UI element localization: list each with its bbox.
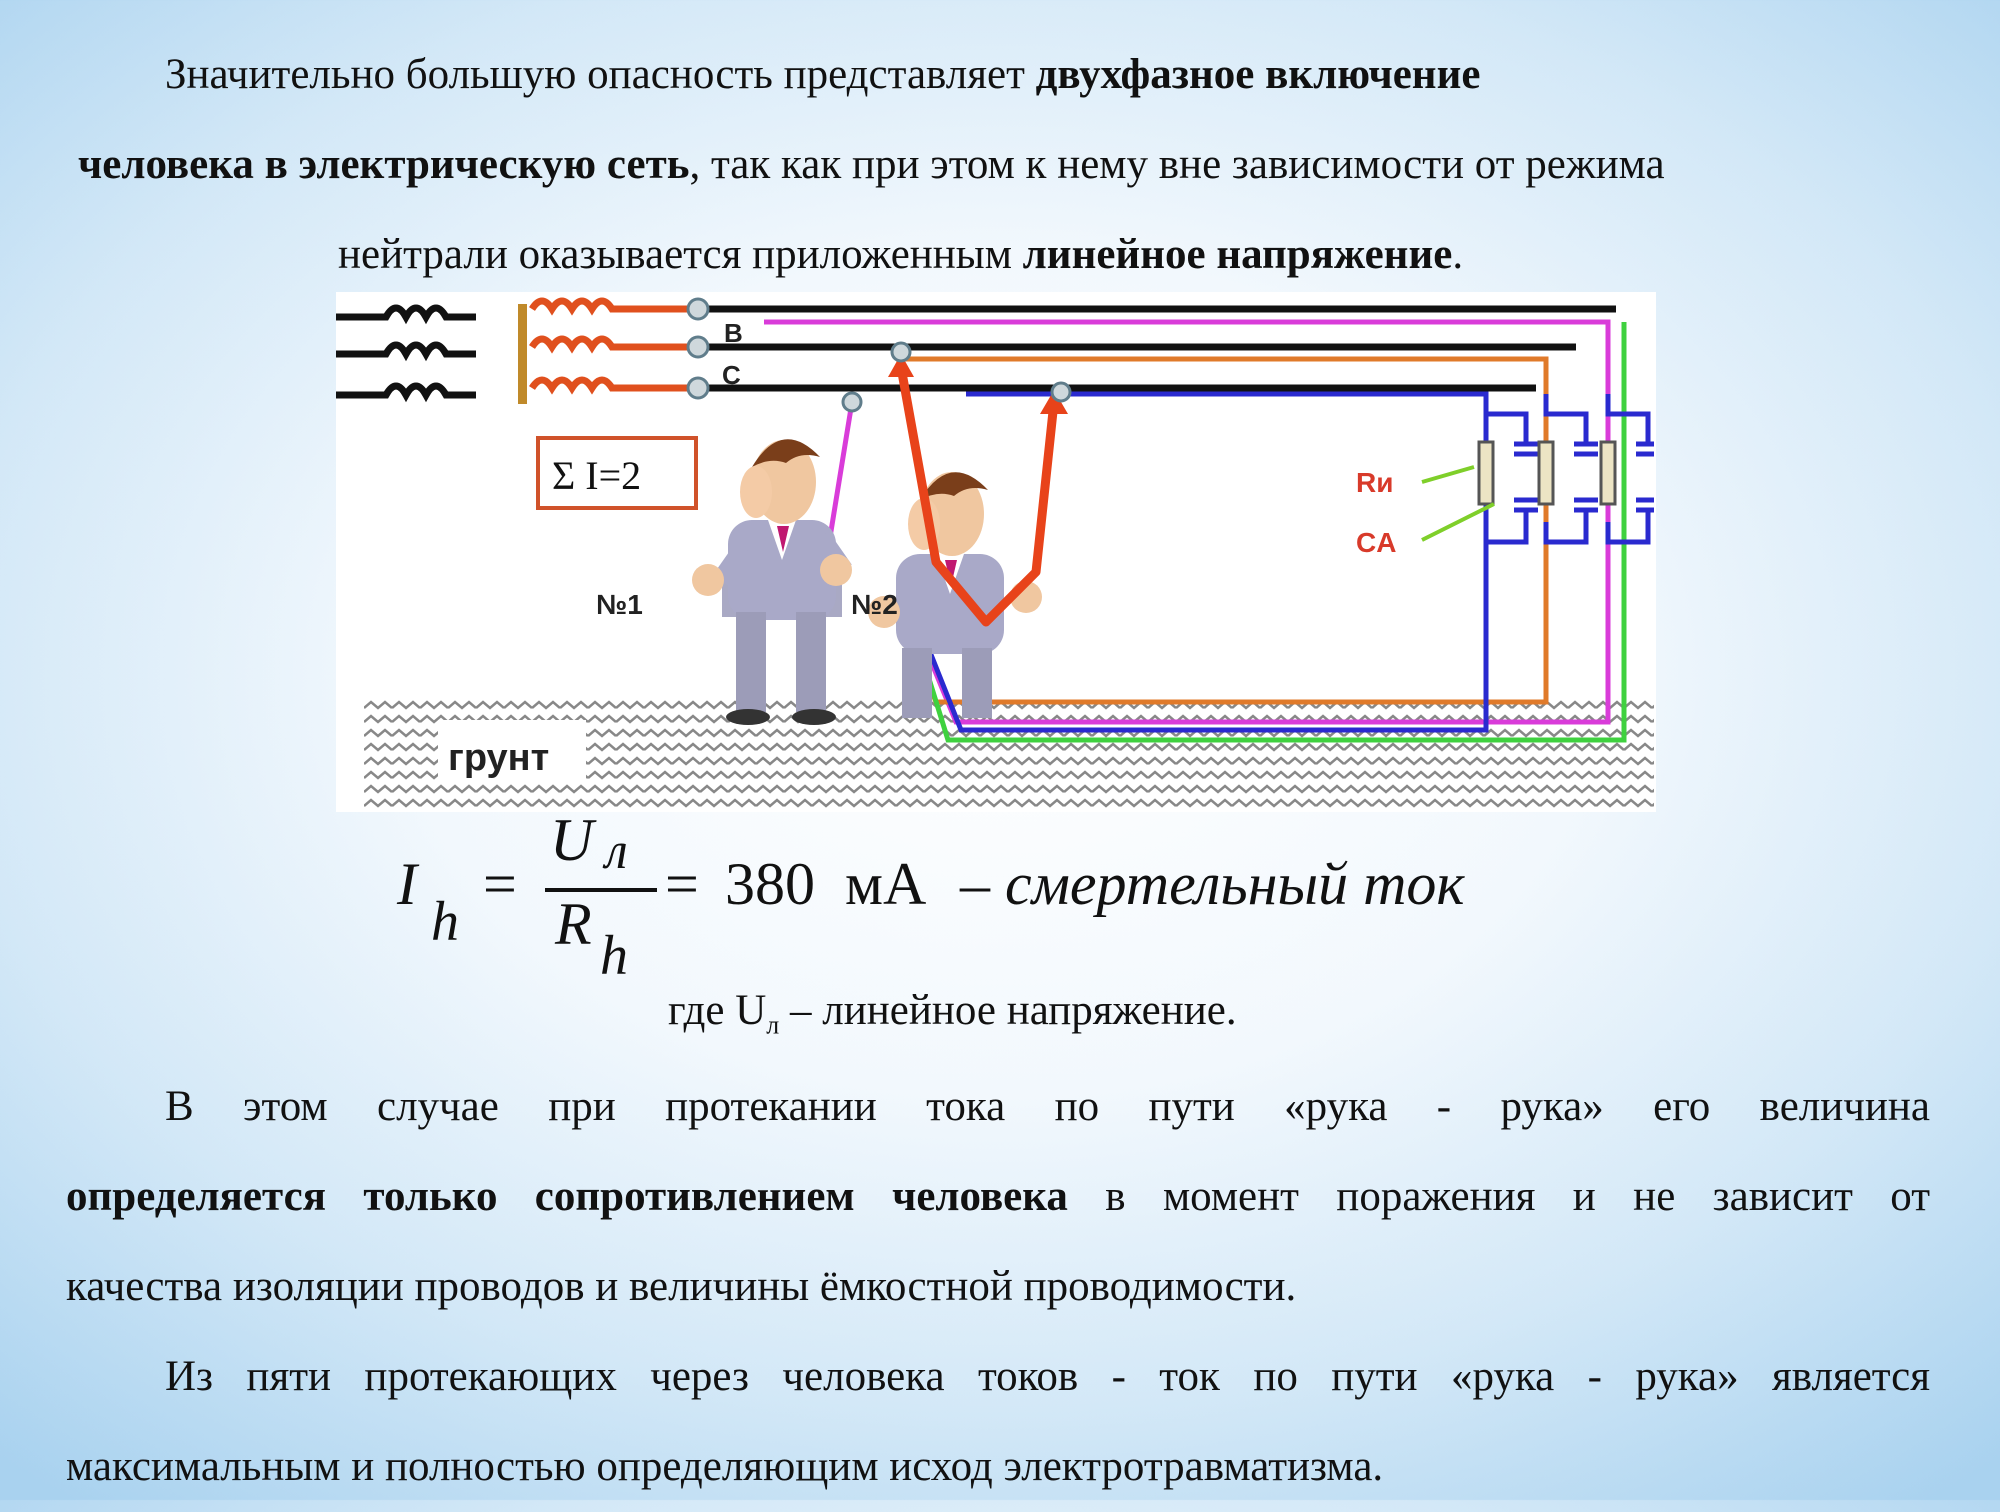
sum-current-label: Σ I=2: [552, 453, 641, 498]
hand-to-hand-current-arrow: [896, 366, 1059, 627]
secondary-coils: [529, 297, 694, 395]
insulation-elements: [1477, 394, 1654, 545]
formula-value: 380: [725, 851, 815, 917]
ground-label: грунт: [448, 737, 549, 779]
transformer-core: [518, 304, 527, 404]
ground-label-box: [438, 720, 586, 782]
para2-line3: качества изоляции проводов и величины ём…: [66, 1263, 1297, 1310]
formula-lhs: I: [397, 851, 417, 917]
insulation-resistance-label: Rи: [1356, 467, 1393, 498]
formula-numerator: U: [550, 807, 594, 873]
person2-contact-c: [1050, 381, 1072, 403]
c-pointer: [1421, 502, 1495, 542]
formula-equals-1: =: [483, 851, 517, 917]
phase-b-label: B: [724, 318, 743, 348]
arrow-head-left: [888, 354, 914, 377]
fraction-bar: [545, 888, 657, 892]
formula-denominator-sub: h: [600, 925, 628, 987]
phase-c-label: C: [722, 360, 741, 390]
formula-equals-2: =: [665, 851, 699, 917]
formula-unit: мА: [845, 851, 927, 917]
current-formula: I h = U л R h = 380 мА – смертельный ток: [395, 807, 1635, 987]
para3-line1: Из пяти протекающих через человека токов…: [165, 1353, 1930, 1400]
person1-label: №1: [596, 589, 643, 620]
para2-line1: В этом случае при протекании тока по пут…: [165, 1083, 1930, 1130]
terminal-a: [686, 297, 710, 321]
para3-line2: максимальным и полностью определяющим ис…: [66, 1443, 1384, 1490]
formula-dash: –: [960, 851, 990, 917]
person1-figure: [692, 439, 852, 725]
formula-denominator: R: [555, 891, 592, 957]
para1-line1: Значительно большую опасность представля…: [165, 51, 1481, 98]
r-pointer: [1421, 465, 1475, 484]
arrow-head-right: [1040, 390, 1068, 414]
sum-current-box: [536, 436, 698, 510]
formula-lhs-sub: h: [431, 891, 459, 953]
capacitance-label: CА: [1356, 527, 1396, 558]
formula-numerator-sub: л: [605, 823, 628, 880]
two-phase-contact-diagram: грунт B C R: [336, 292, 1656, 812]
blue-current-path: [923, 391, 1489, 733]
person2-label: №2: [851, 589, 898, 620]
formula-explanation: где Uл – линейное напряжение.: [668, 987, 1237, 1040]
terminal-c: [686, 376, 710, 400]
para1-line2: человека в электрическую сеть, так как п…: [78, 141, 1665, 188]
para2-line2: определяется только сопротивлением челов…: [66, 1173, 1931, 1220]
person1-contact-point: [841, 391, 863, 413]
formula-description: смертельный ток: [1005, 851, 1465, 917]
terminal-b: [686, 335, 710, 359]
para1-line3: нейтрали оказывается приложенным линейно…: [338, 231, 1464, 278]
primary-coils: [336, 304, 476, 403]
person2-contact-b: [890, 341, 912, 363]
